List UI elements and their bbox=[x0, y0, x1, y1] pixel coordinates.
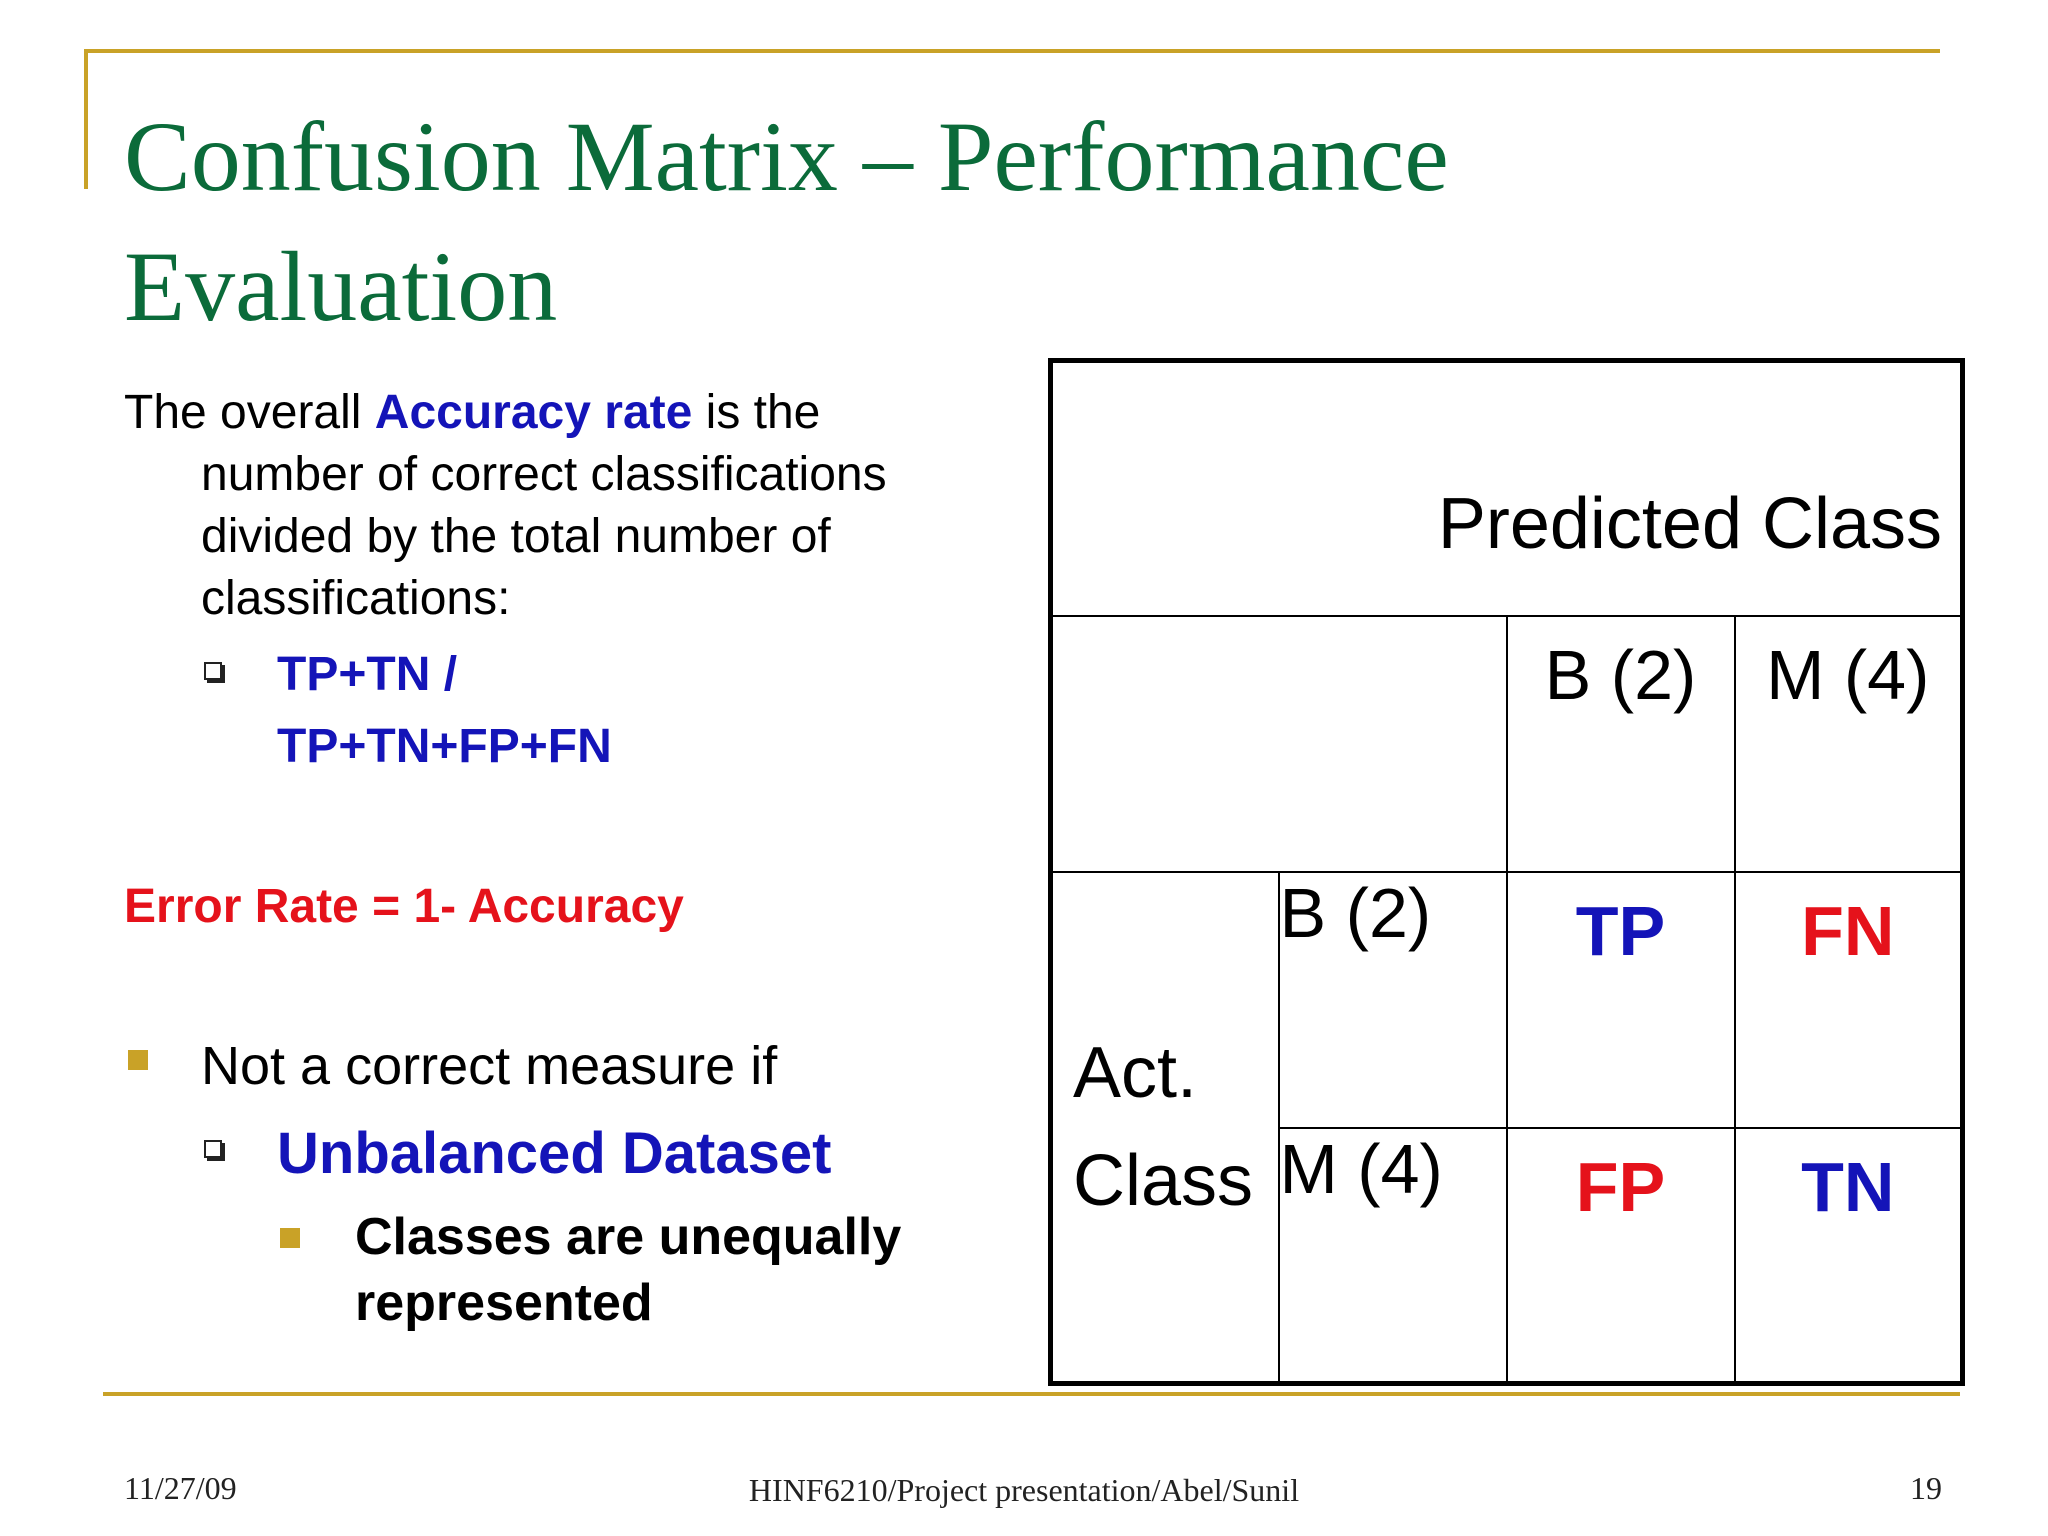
act-line-2: Class bbox=[1073, 1140, 1254, 1221]
hollow-bullet-icon bbox=[204, 1140, 222, 1158]
square-bullet-icon bbox=[128, 1050, 148, 1070]
accuracy-line-1: The overall Accuracy rate is the bbox=[124, 382, 820, 444]
footer-page-number: 19 bbox=[1910, 1470, 1942, 1506]
top-rule bbox=[84, 49, 1940, 53]
act-b-header: B (2) bbox=[1277, 870, 1508, 1129]
confusion-matrix: Predicted Class B (2) M (4) Act. Class B… bbox=[1048, 358, 1966, 1386]
title-line-1: Confusion Matrix – Performance bbox=[124, 101, 1449, 212]
bottom-rule bbox=[103, 1392, 1960, 1396]
error-rate: Error Rate = 1- Accuracy bbox=[124, 880, 684, 933]
accuracy-lead: The overall bbox=[124, 386, 375, 439]
accuracy-highlight: Accuracy rate bbox=[374, 386, 693, 439]
fn-cell: FN bbox=[1733, 870, 1964, 1129]
act-line-1: Act. bbox=[1073, 1032, 1198, 1113]
square-bullet-icon bbox=[280, 1228, 300, 1248]
actual-class-header: Act. Class bbox=[1049, 870, 1280, 1385]
empty-corner-cell bbox=[1049, 614, 1508, 873]
fp-cell: FP bbox=[1505, 1126, 1736, 1385]
measure-subsub-line-1: Classes are unequally bbox=[355, 1208, 902, 1266]
accuracy-line-3: divided by the total number of bbox=[201, 510, 831, 563]
footer-center: HINF6210/Project presentation/Abel/Sunil bbox=[748, 1472, 1300, 1508]
measure-sub: Unbalanced Dataset bbox=[277, 1121, 832, 1186]
title-line-2: Evaluation bbox=[124, 231, 558, 342]
formula-line-1: TP+TN / bbox=[277, 648, 458, 701]
pred-m-header: M (4) bbox=[1733, 614, 1964, 873]
measure-bullet: Not a correct measure if bbox=[201, 1036, 778, 1096]
measure-subsub-line-2: represented bbox=[355, 1274, 653, 1332]
act-m-header: M (4) bbox=[1277, 1126, 1508, 1385]
pred-b-header: B (2) bbox=[1505, 614, 1736, 873]
slide-title: Confusion Matrix – Performance Evaluatio… bbox=[124, 92, 1724, 352]
tp-cell: TP bbox=[1505, 870, 1736, 1129]
left-rule bbox=[84, 49, 88, 189]
accuracy-line-2: number of correct classifications bbox=[201, 448, 887, 501]
predicted-class-header: Predicted Class bbox=[1049, 359, 1964, 617]
accuracy-line-4: classifications: bbox=[201, 572, 511, 625]
hollow-bullet-icon bbox=[204, 662, 222, 680]
tn-cell: TN bbox=[1733, 1126, 1964, 1385]
footer-date: 11/27/09 bbox=[124, 1470, 237, 1506]
formula-line-2: TP+TN+FP+FN bbox=[277, 720, 612, 773]
predicted-class-label: Predicted Class bbox=[1437, 483, 1943, 564]
accuracy-after: is the bbox=[692, 386, 821, 439]
